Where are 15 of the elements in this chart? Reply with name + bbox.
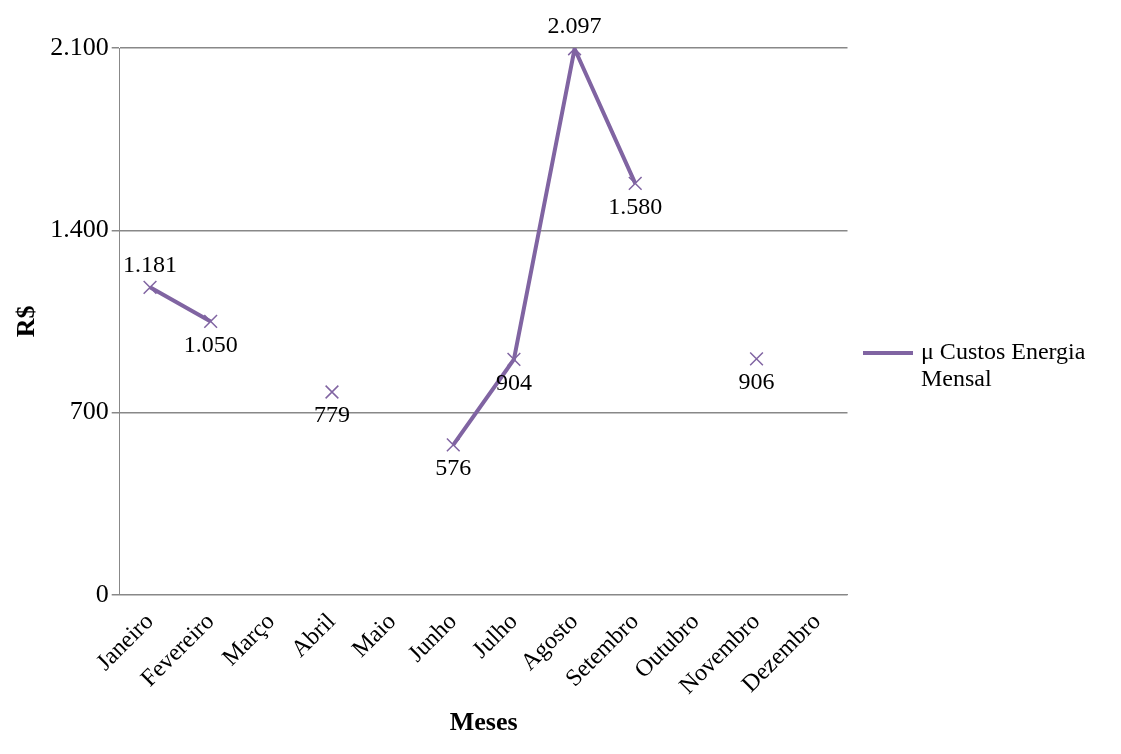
- data-label: 1.181: [123, 250, 178, 277]
- y-axis-title: R$: [11, 305, 41, 338]
- data-label: 906: [738, 368, 775, 395]
- data-label: 904: [495, 368, 532, 395]
- data-label: 2.097: [547, 12, 602, 39]
- legend-label: μ Custos Energia Mensal: [921, 338, 1087, 392]
- y-tick-label: 1.400: [50, 214, 109, 244]
- y-tick-label: 2.100: [50, 31, 109, 61]
- data-label: 576: [435, 454, 472, 481]
- data-label: 1.050: [183, 330, 238, 357]
- data-label: 1.580: [608, 192, 663, 219]
- y-tick-label: 0: [95, 578, 109, 608]
- data-label: 779: [313, 401, 350, 428]
- x-axis-title: Meses: [449, 707, 518, 737]
- y-tick-label: 700: [69, 396, 109, 426]
